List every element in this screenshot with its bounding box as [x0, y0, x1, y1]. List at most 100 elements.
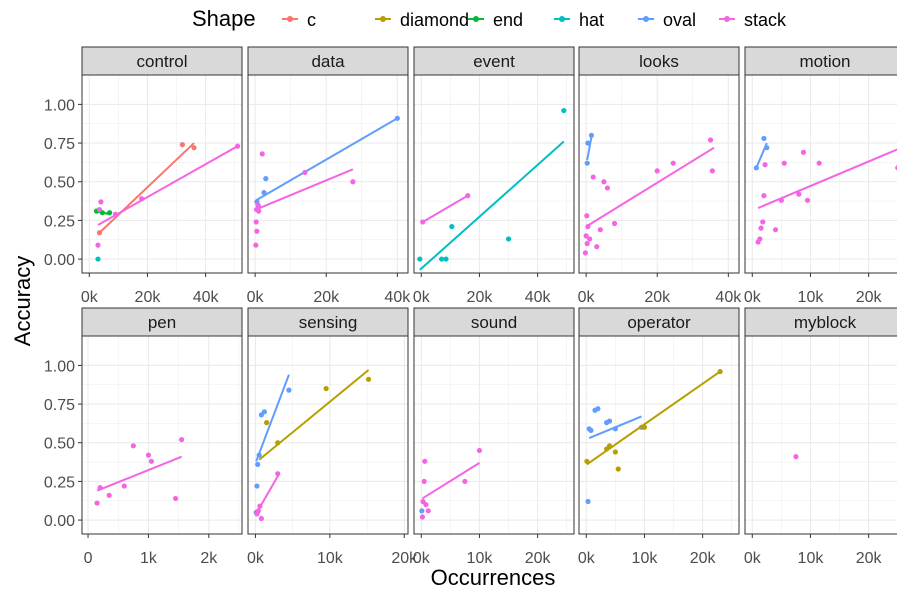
legend-key-point — [559, 16, 565, 22]
point-oval — [585, 498, 591, 505]
panel-strip-label: data — [311, 52, 345, 71]
panel-data — [93, 142, 241, 262]
x-tick-label: 0k — [247, 289, 265, 306]
panel-data — [417, 107, 567, 271]
point-oval — [753, 165, 759, 171]
x-tick-label: 0k — [744, 289, 762, 306]
point-oval — [585, 140, 591, 146]
point-stack — [94, 500, 100, 506]
point-stack — [255, 202, 261, 208]
point-oval — [595, 406, 601, 412]
x-tick-label: 20k — [313, 289, 340, 306]
panel-border — [744, 335, 897, 535]
y-tick-label: 0.75 — [44, 397, 75, 414]
point-oval — [255, 461, 261, 467]
point-stack — [255, 508, 262, 514]
x-tick-label: 0k — [413, 289, 431, 306]
panel-background — [414, 75, 574, 273]
fit-line-stack — [422, 194, 469, 223]
legend-label: c — [307, 10, 316, 30]
point-stack — [121, 483, 127, 489]
x-axis-title: Occurrences — [431, 565, 556, 590]
legend-title: Shape — [192, 6, 256, 31]
point-stack — [781, 160, 787, 166]
point-stack — [130, 443, 136, 449]
y-tick-label: 0.00 — [44, 513, 75, 530]
panel-strip-label: control — [136, 52, 187, 71]
x-tick-label: 0k — [247, 550, 265, 567]
point-stack — [235, 143, 241, 149]
panel-operator: operator 0k 10k 20k — [578, 307, 740, 567]
legend-key-point — [643, 16, 649, 22]
panel-grid — [745, 336, 897, 534]
point-stack — [816, 160, 822, 166]
panel-event: event 0k 20k 40k — [413, 46, 575, 306]
point-diamond — [584, 458, 590, 464]
legend-label: hat — [579, 10, 604, 30]
x-tick-label: 0k — [578, 289, 596, 306]
panel-border — [413, 74, 575, 274]
x-tick-label: 20k — [391, 550, 418, 567]
panel-data — [419, 447, 483, 520]
point-stack — [707, 137, 714, 143]
panel-data — [793, 454, 799, 460]
panel-strip — [744, 307, 897, 337]
x-tick-label: 10k — [632, 550, 659, 567]
panel-grid — [579, 336, 739, 534]
panel-strip-label: myblock — [794, 313, 857, 332]
panel-data — [753, 135, 897, 245]
y-tick-label: 1.00 — [44, 97, 75, 114]
panel-strip — [81, 307, 243, 337]
point-hat — [561, 107, 567, 114]
legend-key-point — [724, 16, 730, 22]
point-stack — [145, 452, 152, 458]
point-diamond — [275, 440, 281, 446]
point-stack — [594, 244, 600, 250]
point-oval — [588, 427, 594, 433]
point-oval — [588, 132, 595, 138]
panel-myblock: myblock 0k 10k 20k — [744, 307, 897, 567]
panel-grid — [414, 75, 574, 273]
y-tick-label: 0.25 — [44, 213, 75, 230]
x-tick-label: 20k — [467, 289, 494, 306]
panel-strip-label: looks — [639, 52, 679, 71]
point-stack — [419, 514, 426, 520]
legend-key-point — [473, 16, 479, 22]
point-hat — [417, 256, 423, 262]
panel-strip — [247, 46, 409, 76]
x-tick-label: 40k — [384, 289, 411, 306]
x-tick-label: 2k — [200, 550, 218, 567]
point-stack — [761, 193, 767, 199]
point-c — [179, 142, 185, 148]
point-oval — [263, 176, 269, 182]
y-tick-label: 0.50 — [44, 175, 75, 192]
point-stack — [259, 151, 265, 157]
y-tick-label: 0.00 — [44, 252, 75, 269]
panel-strip-label: event — [473, 52, 515, 71]
point-diamond — [612, 449, 618, 455]
point-oval — [394, 115, 400, 121]
legend-key-point — [380, 16, 386, 22]
point-stack — [796, 191, 802, 197]
x-tick-label: 40k — [193, 289, 220, 306]
panel-background — [579, 75, 739, 273]
point-oval — [261, 409, 267, 415]
point-diamond — [606, 443, 613, 449]
point-stack — [604, 185, 611, 191]
point-stack — [601, 179, 607, 185]
panel-border — [413, 335, 575, 535]
panel-border — [744, 74, 897, 274]
point-stack — [423, 502, 429, 508]
panel-strip-label: sensing — [299, 313, 358, 332]
point-hat — [439, 256, 445, 262]
point-c — [96, 230, 103, 236]
point-stack — [420, 219, 426, 225]
point-stack — [462, 478, 468, 485]
point-stack — [585, 223, 591, 230]
panel-data — [582, 132, 715, 256]
panel-border — [578, 335, 740, 535]
point-stack — [253, 242, 259, 248]
point-hat — [449, 223, 455, 230]
fit-line-stack — [421, 461, 480, 500]
